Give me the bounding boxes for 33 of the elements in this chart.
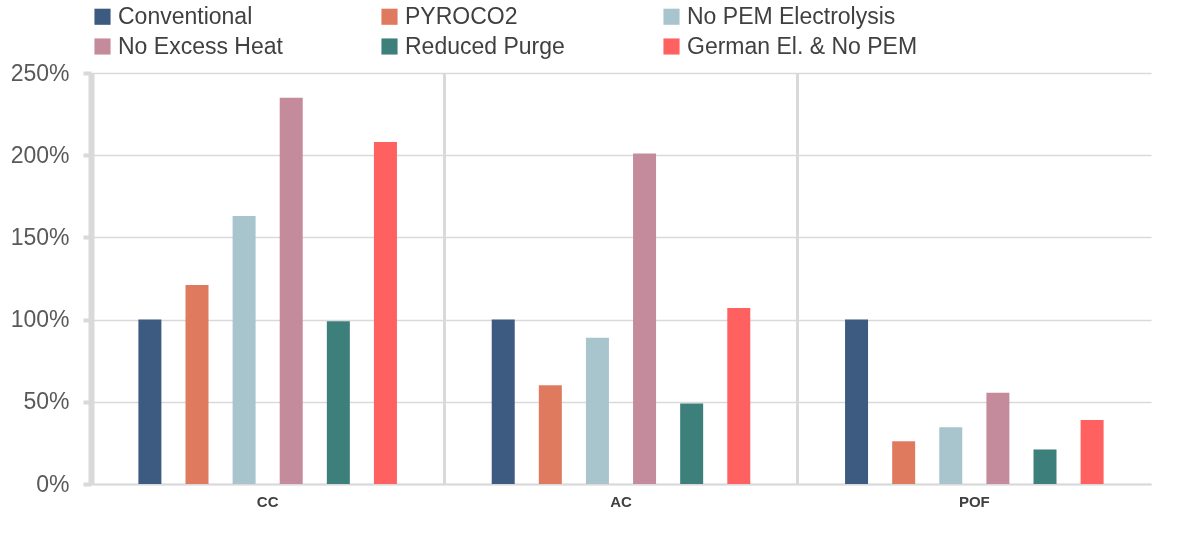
y-tick-label: 150% [10, 223, 70, 250]
y-tick-label: 50% [23, 388, 70, 415]
bar [538, 385, 562, 484]
bar [986, 392, 1010, 484]
x-tick-label: AC [610, 492, 632, 510]
bar [491, 319, 515, 484]
legend-label: Reduced Purge [405, 32, 565, 59]
legend-label: No PEM Electrolysis [687, 2, 896, 29]
x-tick-label: POF [958, 492, 990, 510]
bar [727, 308, 751, 484]
bar [680, 403, 704, 484]
y-tick-label: 100% [10, 306, 70, 333]
bar [138, 319, 162, 484]
y-tick-label: 0% [36, 470, 70, 497]
bar [892, 441, 916, 484]
legend-label: German El. & No PEM [687, 32, 918, 59]
legend-label: PYROCO2 [405, 2, 518, 29]
y-tick-label: 250% [10, 59, 70, 86]
bar [279, 97, 303, 484]
bar [373, 142, 397, 484]
bar [1080, 419, 1104, 484]
bar [633, 153, 657, 484]
legend-label: Conventional [118, 2, 253, 29]
bar [585, 337, 609, 484]
bar [326, 321, 350, 484]
bar [1033, 449, 1057, 484]
bar [232, 216, 256, 484]
bar [845, 319, 869, 484]
bar [939, 427, 963, 484]
y-tick-label: 200% [10, 141, 70, 168]
x-tick-label: CC [256, 492, 279, 510]
bar [185, 285, 209, 484]
legend-label: No Excess Heat [118, 32, 284, 59]
